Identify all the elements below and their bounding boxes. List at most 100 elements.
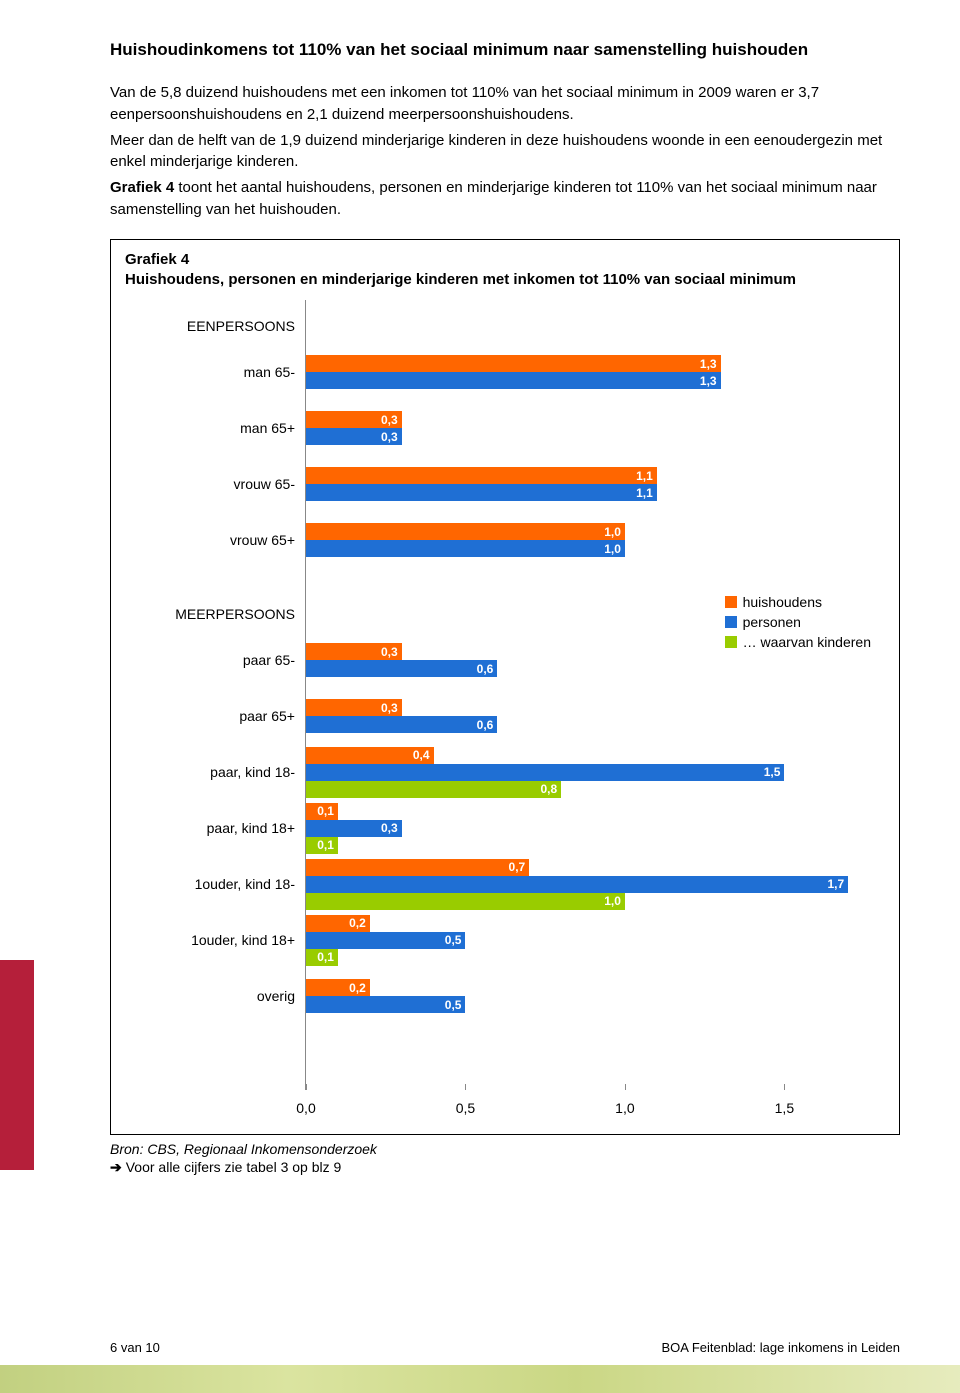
bar-value: 1,7	[827, 876, 844, 893]
chart-bar: 0,1	[306, 803, 338, 820]
legend-label: personen	[743, 614, 801, 630]
chart-bar: 0,4	[306, 747, 434, 764]
row-label: paar, kind 18-	[135, 764, 295, 780]
bar-value: 1,0	[604, 893, 621, 910]
chart-bar: 0,3	[306, 699, 402, 716]
chart-bar: 1,0	[306, 893, 625, 910]
bar-value: 0,6	[477, 716, 494, 733]
row-label: 1ouder, kind 18+	[135, 932, 295, 948]
bar-value: 0,8	[540, 781, 557, 798]
chart-legend: huishoudens personen … waarvan kinderen	[725, 590, 871, 654]
bar-value: 0,2	[349, 979, 366, 996]
row-label: man 65-	[135, 364, 295, 380]
bar-value: 0,4	[413, 747, 430, 764]
row-label: vrouw 65-	[135, 476, 295, 492]
bar-value: 1,5	[764, 764, 781, 781]
section-label: MEERPERSOONS	[135, 606, 295, 622]
bar-value: 0,3	[381, 699, 398, 716]
legend-label: huishoudens	[743, 594, 822, 610]
chart-bar: 1,0	[306, 523, 625, 540]
para-bold-rest: toont het aantal huishoudens, personen e…	[110, 179, 877, 218]
legend-swatch	[725, 616, 737, 628]
bar-value: 0,3	[381, 820, 398, 837]
bar-value: 0,1	[317, 949, 334, 966]
chart-bar: 0,2	[306, 915, 370, 932]
bar-value: 0,5	[445, 932, 462, 949]
row-label: overig	[135, 988, 295, 1004]
bar-value: 0,3	[381, 643, 398, 660]
x-tick-label: 0,5	[456, 1100, 475, 1116]
paragraph-3: Grafiek 4 toont het aantal huishoudens, …	[110, 177, 900, 221]
legend-item: … waarvan kinderen	[725, 634, 871, 650]
row-label: paar 65-	[135, 652, 295, 668]
footer-right: BOA Feitenblad: lage inkomens in Leiden	[662, 1340, 901, 1355]
chart-bar: 1,5	[306, 764, 784, 781]
x-tick	[306, 1084, 307, 1090]
chart-title-line2: Huishoudens, personen en minderjarige ki…	[125, 271, 796, 288]
x-tick-label: 0,0	[296, 1100, 315, 1116]
bar-value: 0,1	[317, 837, 334, 854]
chart-bar: 0,3	[306, 643, 402, 660]
chart-plot: 0,0 0,5 1,0 1,5 EENPERSOONS man 65- 1,31,3 man …	[135, 300, 885, 1120]
bar-value: 0,3	[381, 411, 398, 428]
row-label: paar 65+	[135, 708, 295, 724]
bar-value: 0,3	[381, 428, 398, 445]
row-label: 1ouder, kind 18-	[135, 876, 295, 892]
chart-bar: 0,5	[306, 932, 465, 949]
chart-title-line1: Grafiek 4	[125, 251, 189, 268]
chart-bar: 0,3	[306, 428, 402, 445]
x-tick	[784, 1084, 785, 1090]
row-label: man 65+	[135, 420, 295, 436]
x-tick	[465, 1084, 466, 1090]
chart-title: Grafiek 4 Huishoudens, personen en minde…	[125, 250, 885, 291]
bar-value: 0,2	[349, 915, 366, 932]
x-tick-label: 1,0	[615, 1100, 634, 1116]
para-bold-lead: Grafiek 4	[110, 179, 174, 196]
chart-link: ➔Voor alle cijfers zie tabel 3 op blz 9	[110, 1159, 900, 1176]
paragraph-2: Meer dan de helft van de 1,9 duizend min…	[110, 130, 900, 174]
footer-left: 6 van 10	[110, 1340, 160, 1355]
link-text: Voor alle cijfers zie tabel 3 op blz 9	[126, 1159, 342, 1175]
chart-bar: 1,1	[306, 484, 657, 501]
chart-bar: 0,1	[306, 949, 338, 966]
bar-value: 0,7	[509, 859, 526, 876]
paragraph-1: Van de 5,8 duizend huishoudens met een i…	[110, 82, 900, 126]
bar-value: 0,5	[445, 996, 462, 1013]
legend-label: … waarvan kinderen	[743, 634, 871, 650]
bar-value: 0,1	[317, 803, 334, 820]
bottom-decoration	[0, 1365, 960, 1393]
chart-bar: 1,3	[306, 355, 721, 372]
chart-bar: 0,8	[306, 781, 561, 798]
chart-bar: 1,3	[306, 372, 721, 389]
legend-item: personen	[725, 614, 871, 630]
bar-value: 1,0	[604, 540, 621, 557]
chart-source: Bron: CBS, Regionaal Inkomensonderzoek	[110, 1141, 900, 1157]
chart-bar: 0,2	[306, 979, 370, 996]
legend-item: huishoudens	[725, 594, 871, 610]
chart-bar: 1,1	[306, 467, 657, 484]
bar-value: 1,1	[636, 467, 653, 484]
chart-bar: 0,6	[306, 716, 497, 733]
chart-bar: 0,3	[306, 820, 402, 837]
chart-container: Grafiek 4 Huishoudens, personen en minde…	[110, 239, 900, 1136]
chart-bar: 0,6	[306, 660, 497, 677]
chart-bar: 1,7	[306, 876, 848, 893]
bar-value: 0,6	[477, 660, 494, 677]
arrow-icon: ➔	[110, 1159, 122, 1175]
chart-bar: 0,3	[306, 411, 402, 428]
x-tick-label: 1,5	[775, 1100, 794, 1116]
chart-bar: 1,0	[306, 540, 625, 557]
section-label: EENPERSOONS	[135, 318, 295, 334]
row-label: paar, kind 18+	[135, 820, 295, 836]
chart-bar: 0,1	[306, 837, 338, 854]
bar-value: 1,3	[700, 372, 717, 389]
side-decoration	[0, 960, 34, 1170]
x-tick	[625, 1084, 626, 1090]
row-label: vrouw 65+	[135, 532, 295, 548]
chart-bar: 0,7	[306, 859, 529, 876]
page-footer: 6 van 10 BOA Feitenblad: lage inkomens i…	[110, 1340, 900, 1355]
page-heading: Huishoudinkomens tot 110% van het sociaa…	[110, 40, 900, 60]
bar-value: 1,3	[700, 355, 717, 372]
legend-swatch	[725, 636, 737, 648]
bar-value: 1,1	[636, 484, 653, 501]
